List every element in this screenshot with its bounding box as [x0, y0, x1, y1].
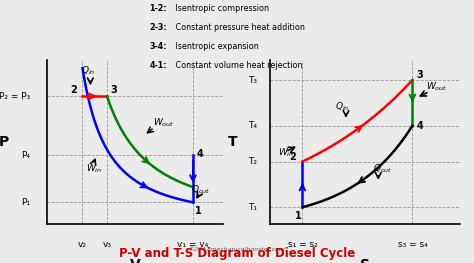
Text: 2: 2	[289, 152, 296, 162]
Text: v₃: v₃	[102, 240, 111, 249]
Text: $W_{out}$: $W_{out}$	[426, 81, 447, 93]
Text: P: P	[0, 135, 9, 149]
Text: V: V	[130, 258, 140, 263]
Text: $Q_{out}$: $Q_{out}$	[373, 162, 392, 175]
Text: 1-2:: 1-2:	[149, 4, 167, 13]
Text: 4-1:: 4-1:	[149, 61, 167, 70]
Text: T₄: T₄	[248, 121, 257, 130]
Text: P₂ = P₃: P₂ = P₃	[0, 92, 30, 101]
Text: $W_{in}$: $W_{in}$	[278, 146, 294, 159]
Text: 1: 1	[195, 206, 201, 216]
Text: s₁ = s₂: s₁ = s₂	[288, 240, 317, 249]
Text: v₁ = v₄: v₁ = v₄	[177, 240, 209, 249]
Text: 3: 3	[416, 70, 423, 80]
Text: T₂: T₂	[248, 157, 257, 166]
Text: 2-3:: 2-3:	[149, 23, 167, 32]
Text: s₃ = s₄: s₃ = s₄	[398, 240, 427, 249]
Text: $Q_{in}$: $Q_{in}$	[82, 64, 96, 77]
Text: P-V and T-S Diagram of Diesel Cycle: P-V and T-S Diagram of Diesel Cycle	[119, 247, 355, 260]
Text: 4: 4	[196, 149, 203, 159]
Text: $Q_{out}$: $Q_{out}$	[191, 184, 211, 196]
Text: T₁: T₁	[248, 203, 257, 212]
Text: $Q_{in}$: $Q_{in}$	[335, 100, 349, 113]
Text: Isentropic expansion: Isentropic expansion	[173, 42, 259, 51]
Text: 2: 2	[70, 85, 77, 95]
Text: v₂: v₂	[78, 240, 87, 249]
Text: $W_{out}$: $W_{out}$	[153, 117, 174, 129]
Text: 3-4:: 3-4:	[149, 42, 167, 51]
Text: Isentropic compression: Isentropic compression	[173, 4, 269, 13]
Text: ©2017mechanicalbooster.com: ©2017mechanicalbooster.com	[189, 247, 285, 252]
Text: Constant pressure heat addition: Constant pressure heat addition	[173, 23, 305, 32]
Text: T₃: T₃	[248, 75, 257, 85]
Text: Constant volume heat rejection: Constant volume heat rejection	[173, 61, 302, 70]
Text: S: S	[360, 258, 370, 263]
Text: 1: 1	[295, 211, 302, 221]
Text: P₄: P₄	[21, 150, 30, 160]
Text: T: T	[228, 135, 237, 149]
Text: $W_{in}$: $W_{in}$	[86, 162, 102, 175]
Text: 4: 4	[416, 121, 423, 131]
Text: 3: 3	[110, 85, 117, 95]
Text: P₁: P₁	[21, 198, 30, 207]
